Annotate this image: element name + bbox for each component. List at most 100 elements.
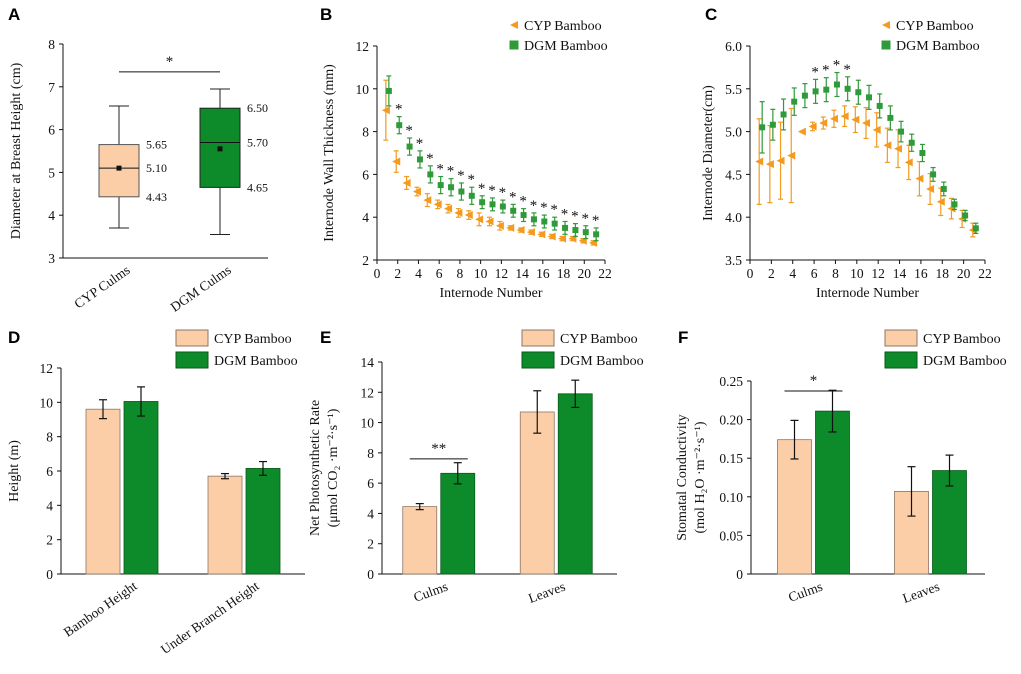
y-tick-label: 14 [361, 355, 375, 370]
y-tick-label: 12 [356, 39, 370, 54]
legend-swatch-dgm [884, 351, 918, 369]
dgm-marker [769, 121, 776, 128]
y-axis-title-line1: Stomatal Conductivity [675, 414, 690, 540]
x-tick-label: 18 [936, 266, 950, 281]
significance-star: * [478, 181, 486, 197]
significance-star: * [468, 172, 476, 188]
cyp-marker [454, 208, 463, 217]
cyp-marker [392, 157, 401, 166]
x-tick-label: 16 [536, 266, 550, 281]
box-label-q1: 4.65 [247, 180, 268, 194]
cyp-marker [829, 114, 838, 123]
panel-letter: C [705, 5, 717, 24]
significance-star: * [499, 185, 507, 201]
dgm-marker [930, 171, 937, 178]
y-tick-label: 4 [46, 498, 53, 513]
bar-dgm [932, 470, 967, 575]
cyp-marker [423, 196, 432, 205]
cyp-marker [475, 215, 484, 224]
significance-star: * [509, 189, 517, 205]
x-tick-label: 12 [871, 266, 885, 281]
cyp-marker [787, 151, 796, 160]
x-tick-label: 20 [957, 266, 971, 281]
dgm-marker [866, 94, 872, 101]
cyp-marker [872, 125, 881, 134]
dgm-marker [479, 199, 486, 206]
y-axis-title-line1: Net Photosynthetic Rate [308, 400, 323, 536]
cyp-marker [506, 223, 515, 232]
dgm-marker [898, 128, 905, 135]
dgm-marker [541, 218, 548, 225]
significance-star: * [822, 63, 830, 79]
significance-star: * [519, 194, 527, 210]
cyp-marker [547, 232, 556, 241]
significance-star: * [426, 151, 434, 167]
significance-star: * [405, 123, 413, 139]
x-tick-label: 10 [474, 266, 488, 281]
y-tick-label: 8 [362, 125, 369, 140]
cyp-marker [776, 156, 785, 165]
significance-label: ** [431, 441, 446, 457]
cyp-marker [936, 197, 945, 206]
cyp-marker [485, 217, 494, 226]
legend-label: CYP Bamboo [560, 332, 638, 347]
legend-swatch-cyp [175, 329, 209, 347]
dgm-marker [780, 111, 787, 118]
cyp-marker [402, 178, 411, 187]
cyp-marker [526, 228, 535, 237]
dgm-marker [962, 212, 969, 219]
cyp-marker [765, 160, 774, 169]
cyp-marker [412, 187, 421, 196]
dgm-marker [812, 88, 819, 95]
dgm-marker [458, 188, 465, 195]
significance-star: * [582, 211, 590, 227]
bar-dgm [440, 472, 476, 575]
dgm-marker [520, 212, 527, 219]
bar-dgm [815, 410, 850, 575]
dgm-marker [509, 40, 519, 50]
x-tick-label: 4 [415, 266, 422, 281]
dgm-marker [919, 150, 926, 156]
y-tick-label: 5.0 [725, 125, 742, 140]
dgm-marker [427, 171, 434, 178]
dgm-marker [437, 182, 444, 189]
bar-cyp [85, 408, 121, 575]
x-category-label: CYP Culms [71, 262, 132, 311]
dgm-marker [406, 143, 413, 150]
bar-dgm [123, 401, 159, 575]
dgm-marker [855, 89, 862, 96]
y-tick-label: 2 [367, 537, 374, 552]
dgm-marker [791, 98, 798, 105]
legend-label: CYP Bamboo [923, 332, 1001, 347]
y-axis-title-line2: (mol H₂O ·m⁻²·s⁻¹) [693, 421, 708, 533]
y-tick-label: 3 [48, 251, 55, 266]
dgm-marker [759, 124, 766, 131]
x-category-label: Leaves [526, 579, 567, 606]
x-tick-label: 8 [457, 266, 464, 281]
dgm-marker [881, 40, 891, 50]
y-tick-label: 3.5 [725, 253, 742, 268]
cyp-marker [894, 144, 903, 153]
y-tick-label: 0.20 [719, 413, 743, 428]
cyp-marker [808, 122, 817, 131]
x-category-label: DGM Culms [168, 262, 234, 315]
y-tick-label: 0 [46, 567, 53, 582]
significance-star: * [488, 183, 496, 199]
significance-star: * [436, 162, 444, 178]
box-label-q3: 6.50 [247, 101, 268, 115]
significance-star: * [833, 58, 841, 74]
x-category-label: Bamboo Height [61, 578, 140, 640]
legend-swatch-cyp [884, 329, 918, 347]
x-tick-label: 0 [374, 266, 381, 281]
box-label-q3: 5.65 [146, 138, 167, 152]
legend-label: DGM Bamboo [524, 39, 608, 54]
x-tick-label: 14 [893, 266, 907, 281]
legend-label: CYP Bamboo [896, 19, 974, 34]
y-tick-label: 8 [46, 430, 53, 445]
x-tick-label: 2 [768, 266, 775, 281]
x-tick-label: 8 [832, 266, 839, 281]
dgm-marker [489, 201, 496, 208]
panel-letter: E [320, 328, 331, 347]
legend-swatch-dgm [175, 351, 209, 369]
